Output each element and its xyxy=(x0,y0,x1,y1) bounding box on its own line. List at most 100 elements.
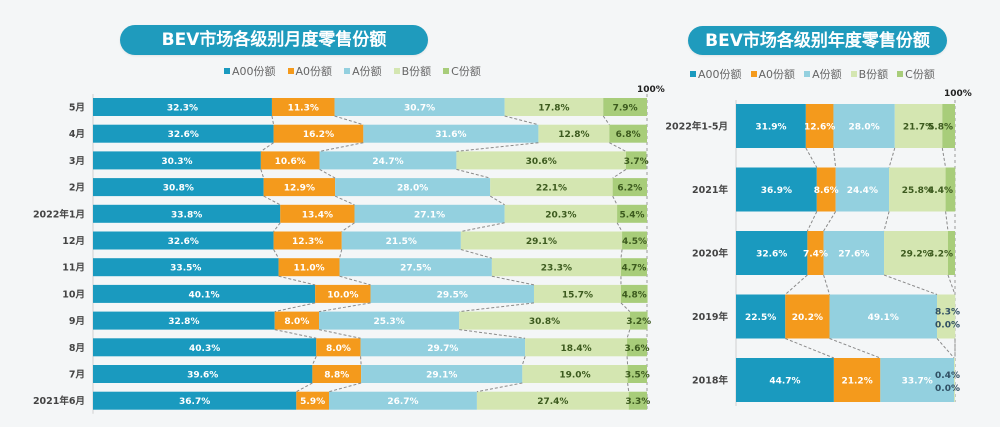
data-label-b: 17.8% xyxy=(538,104,569,114)
bar-segment-b xyxy=(884,231,948,275)
bar-segment-a xyxy=(363,124,539,143)
category-label: 3月 xyxy=(69,156,85,167)
category-label: 11月 xyxy=(62,263,85,274)
legend-swatch-b xyxy=(850,71,857,77)
data-label-a0: 8.0% xyxy=(326,344,351,354)
data-label-a00: 33.8% xyxy=(171,210,202,220)
bar-segment-a0 xyxy=(816,167,836,212)
annual-chart-title: BEV市场各级别年度零售份额 xyxy=(688,26,947,55)
bar-segment-a00 xyxy=(736,294,786,339)
bar-segment-a00 xyxy=(93,204,281,223)
bar-segment-b xyxy=(490,178,613,197)
connector-line xyxy=(805,147,818,168)
category-label: 2020年 xyxy=(692,248,728,260)
bar-segment-a00 xyxy=(93,365,313,383)
data-label-a00: 40.3% xyxy=(189,344,220,354)
data-label-b: 27.4% xyxy=(537,397,568,407)
legend-item-a00: A00份额 xyxy=(690,66,742,82)
bar-segment-a00 xyxy=(93,124,274,143)
monthly-row: 9月 32.8% 8.0% 25.3% 30.8% 3.2% xyxy=(69,311,651,330)
bar-segment-b xyxy=(894,104,943,148)
connector-line xyxy=(806,211,818,232)
category-label: 12月 xyxy=(62,236,85,247)
category-label: 2月 xyxy=(69,183,85,194)
annual-row: 2022年1-5月 31.9% 12.6% 28.0% 21.7%5.8% xyxy=(665,104,955,148)
data-label-a0: 8.6% xyxy=(814,186,839,196)
connector-line xyxy=(823,211,837,232)
data-label-c: 0.0% xyxy=(935,321,960,331)
bar-segment-a0 xyxy=(273,124,364,143)
data-label-b: 0.4% xyxy=(935,371,960,381)
bar-segment-b xyxy=(456,151,626,170)
legend-label: A0份额 xyxy=(758,68,796,81)
data-label-a: 24.4% xyxy=(847,186,878,196)
connector-line xyxy=(456,168,491,179)
data-label-a00: 36.7% xyxy=(179,397,210,407)
category-label: 7月 xyxy=(69,370,85,381)
data-label-a00: 44.7% xyxy=(769,377,800,387)
bar-segment-a0 xyxy=(316,338,361,357)
data-label-c: 4.7% xyxy=(621,264,646,274)
data-label-a: 29.1% xyxy=(426,371,457,381)
bar-segment-a00 xyxy=(93,151,261,170)
legend-label: A00份额 xyxy=(232,65,276,78)
connector-line xyxy=(602,115,610,125)
data-label-a: 31.6% xyxy=(435,130,466,140)
monthly-row: 2月 30.8% 12.9% 28.0% 22.1% 6.2% xyxy=(69,178,647,197)
legend-swatch-c xyxy=(897,71,904,77)
connector-line xyxy=(263,195,281,206)
category-label: 2018年 xyxy=(692,375,728,387)
monthly-legend: A00份额 A0份额 A份额 B份额 C份额 xyxy=(224,63,481,79)
data-label-c: 4.8% xyxy=(622,290,647,300)
legend-item-a0: A0份额 xyxy=(750,66,796,82)
data-label-a: 26.7% xyxy=(387,397,418,407)
data-label-c: 3.5% xyxy=(625,371,650,381)
connector-line xyxy=(476,382,523,393)
connector-line xyxy=(620,249,623,259)
bar-segment-a00 xyxy=(93,258,279,277)
bar-segment-a00 xyxy=(736,358,834,402)
data-label-a0: 20.2% xyxy=(792,313,823,323)
connector-line xyxy=(341,222,355,232)
bar-segment-c xyxy=(629,311,648,330)
monthly-row: 11月 33.5% 11.0% 27.5% 23.3% 4.7% xyxy=(62,258,647,277)
bar-segment-c xyxy=(627,365,647,383)
connector-line xyxy=(334,195,355,206)
monthly-row: 2021年6月 36.7% 5.9% 26.7% 27.4% 3.3% xyxy=(33,391,650,410)
connector-line xyxy=(318,302,371,313)
data-label-c: 4.4% xyxy=(928,186,953,196)
bar-segment-a0 xyxy=(312,365,362,383)
bar-segment-a0 xyxy=(807,231,824,275)
data-label-b: 18.4% xyxy=(560,344,591,354)
monthly-row: 5月 32.3% 11.3% 30.7% 17.8% 7.9% xyxy=(69,98,647,116)
legend-label: C份额 xyxy=(905,68,935,81)
connector-line xyxy=(612,168,627,179)
data-label-b: 15.7% xyxy=(562,290,593,300)
connector-line xyxy=(260,142,274,152)
data-label-c: 7.9% xyxy=(613,104,638,114)
connector-line xyxy=(491,275,535,286)
bar-segment-a xyxy=(334,98,505,116)
bar-segment-a00 xyxy=(93,231,274,250)
data-label-a: 33.7% xyxy=(902,377,933,387)
bar-segment-c xyxy=(627,338,647,357)
monthly-row: 7月 39.6% 8.8% 29.1% 19.0% 3.5% xyxy=(69,365,650,383)
data-label-a00: 32.6% xyxy=(168,130,199,140)
data-label-b: 21.7% xyxy=(903,123,934,133)
bar-segment-c xyxy=(625,151,647,170)
data-label-a00: 22.5% xyxy=(745,313,776,323)
data-label-a00: 40.1% xyxy=(188,290,219,300)
connector-line xyxy=(784,274,808,295)
bar-segment-b xyxy=(522,365,628,383)
category-label: 2021年6月 xyxy=(33,395,85,407)
bar-segment-a xyxy=(823,231,885,275)
data-label-a: 29.5% xyxy=(437,290,468,300)
data-label-c: 5.4% xyxy=(620,210,645,220)
category-label: 9月 xyxy=(69,316,85,327)
data-label-a0: 5.9% xyxy=(300,397,325,407)
bar-segment-b xyxy=(460,231,623,250)
data-label-a: 30.7% xyxy=(404,104,435,114)
category-label: 2022年1月 xyxy=(33,208,85,220)
monthly-row: 3月 30.3% 10.6% 24.7% 30.6% 3.7% xyxy=(69,151,649,170)
data-label-b: 23.3% xyxy=(541,264,572,274)
